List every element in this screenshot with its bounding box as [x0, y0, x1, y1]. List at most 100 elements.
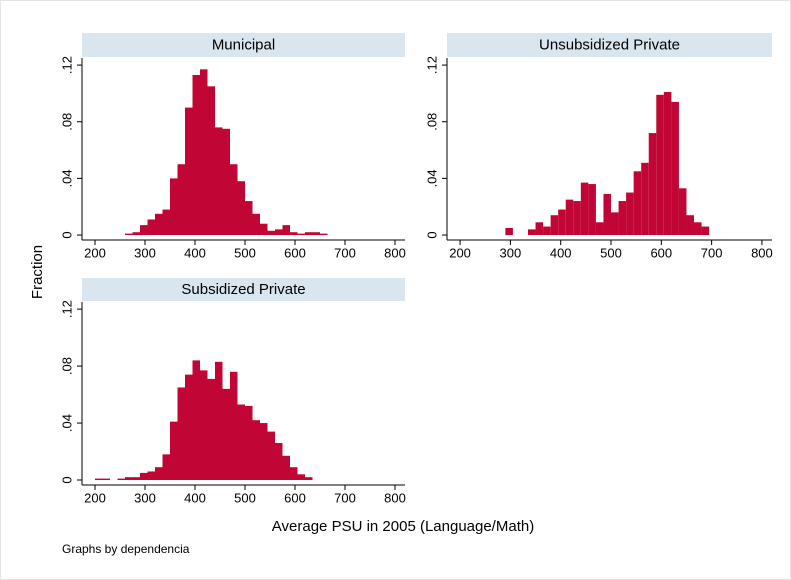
bar — [170, 421, 178, 481]
bar — [267, 431, 275, 481]
y-tick-label: .08 — [424, 113, 439, 131]
y-tick-label: .12 — [59, 300, 74, 318]
x-tick-label: 200 — [84, 245, 106, 260]
bar — [648, 133, 657, 236]
bar — [535, 222, 544, 236]
bar — [237, 404, 245, 481]
x-tick-label: 500 — [234, 490, 256, 505]
bar — [550, 215, 559, 236]
bar — [185, 374, 193, 481]
bar — [177, 387, 185, 481]
bar — [252, 420, 260, 481]
bar — [663, 91, 672, 236]
y-tick-label: 0 — [424, 231, 439, 238]
x-tick-label: 200 — [84, 490, 106, 505]
bar — [603, 193, 612, 236]
bar — [162, 454, 170, 481]
bar — [147, 219, 155, 236]
bar — [275, 442, 283, 481]
x-tick-label: 800 — [751, 245, 773, 260]
bar — [260, 423, 268, 481]
x-tick-label: 300 — [134, 245, 156, 260]
x-tick-label: 300 — [134, 490, 156, 505]
bar — [207, 378, 215, 481]
strip — [447, 33, 772, 57]
bar — [282, 225, 290, 236]
bar — [626, 192, 634, 236]
bar — [565, 199, 574, 236]
bar — [215, 127, 223, 236]
bar — [275, 229, 283, 236]
bar — [192, 360, 200, 481]
x-tick-label: 700 — [334, 490, 356, 505]
note: Graphs by dependencia — [62, 542, 190, 556]
y-axis-title: Fraction — [29, 245, 46, 299]
strip — [82, 278, 405, 301]
bar — [290, 232, 298, 236]
x-tick-label: 300 — [500, 245, 522, 260]
bar — [207, 86, 215, 236]
bar — [671, 101, 679, 236]
y-tick-label: .12 — [59, 56, 74, 74]
bar — [237, 181, 245, 236]
bar — [140, 225, 148, 236]
x-axis-title: Average PSU in 2005 (Language/Math) — [272, 518, 534, 535]
bar — [290, 467, 298, 481]
bar — [245, 201, 253, 236]
bar — [543, 226, 551, 236]
x-tick-label: 200 — [449, 245, 471, 260]
bar — [222, 388, 230, 481]
bar — [230, 371, 238, 481]
x-tick-label: 800 — [384, 490, 406, 505]
bar — [694, 222, 702, 236]
y-tick-label: .08 — [59, 357, 74, 375]
bar — [222, 128, 230, 236]
bar — [633, 171, 642, 236]
bar — [686, 215, 695, 236]
bar — [656, 94, 664, 236]
bar — [140, 472, 148, 481]
bar — [245, 405, 253, 481]
strip — [82, 33, 405, 57]
bar — [102, 478, 110, 481]
bar — [155, 467, 163, 481]
bar — [505, 227, 513, 236]
bar — [260, 223, 268, 236]
bar — [297, 474, 305, 481]
bar — [305, 232, 313, 236]
y-tick-label: .08 — [59, 113, 74, 131]
x-tick-label: 400 — [550, 245, 572, 260]
bar — [200, 69, 208, 236]
bar — [170, 178, 178, 236]
bar — [125, 233, 133, 236]
x-tick-label: 400 — [184, 245, 206, 260]
x-tick-label: 700 — [334, 245, 356, 260]
bar — [701, 226, 710, 236]
x-tick-label: 400 — [184, 490, 206, 505]
bar — [230, 164, 238, 236]
bar — [132, 477, 140, 481]
bar — [297, 233, 305, 236]
bar — [132, 232, 140, 236]
x-tick-label: 600 — [284, 245, 306, 260]
bar — [305, 477, 313, 481]
x-tick-label: 600 — [284, 490, 306, 505]
bar — [282, 455, 290, 481]
bar — [185, 107, 193, 236]
y-tick-label: .04 — [59, 169, 74, 187]
x-tick-label: 600 — [650, 245, 672, 260]
y-tick-label: .04 — [59, 414, 74, 432]
bar — [320, 233, 328, 236]
panel-title: Unsubsidized Private — [539, 36, 680, 53]
bar — [125, 477, 133, 481]
bar — [573, 201, 581, 236]
bar — [177, 164, 185, 236]
bar — [117, 478, 125, 481]
bar — [312, 232, 320, 236]
panel-title: Subsidized Private — [181, 281, 305, 298]
bar — [558, 209, 566, 236]
bar — [641, 162, 649, 236]
bar — [155, 213, 163, 236]
x-tick-label: 500 — [234, 245, 256, 260]
